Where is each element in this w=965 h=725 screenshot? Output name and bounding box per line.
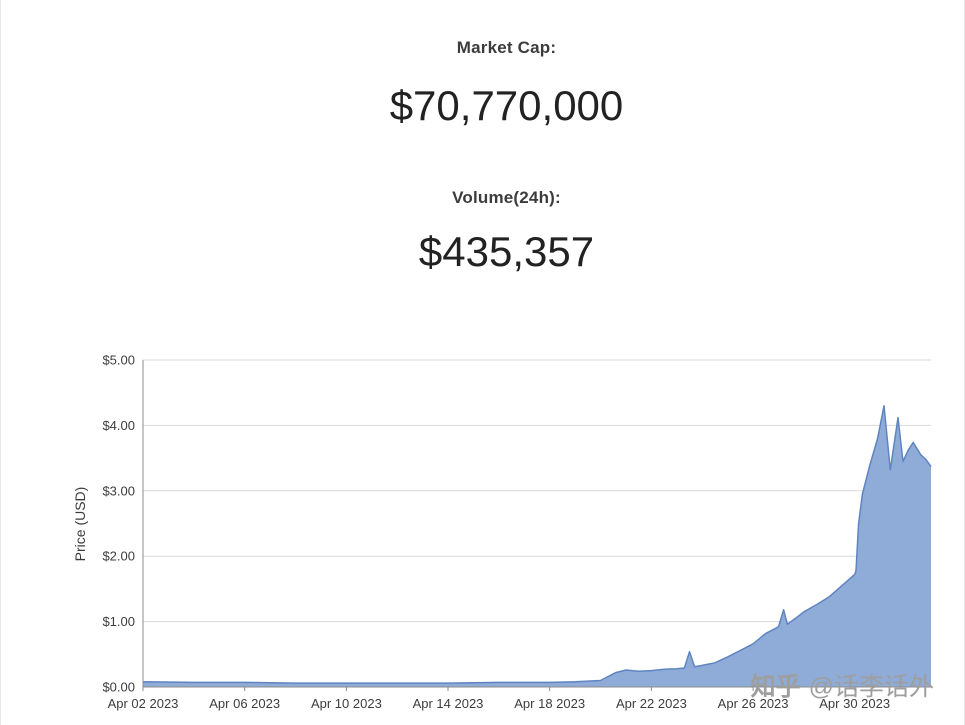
- x-tick-label: Apr 02 2023: [108, 696, 179, 711]
- x-tick-label: Apr 14 2023: [413, 696, 484, 711]
- price-area-series: [143, 405, 931, 687]
- x-tick-label: Apr 10 2023: [311, 696, 382, 711]
- x-tick-label: Apr 26 2023: [718, 696, 789, 711]
- x-tick-label: Apr 06 2023: [209, 696, 280, 711]
- x-tick-label: Apr 22 2023: [616, 696, 687, 711]
- zhihu-watermark: 知乎 @话李话外: [751, 667, 934, 703]
- watermark-handle: @话李话外: [808, 673, 934, 701]
- y-tick-label: $2.00: [102, 549, 135, 564]
- zhihu-logo: 知乎: [750, 673, 801, 701]
- y-tick-label: $3.00: [102, 483, 135, 498]
- price-line-series: [142, 405, 932, 684]
- y-tick-label: $0.00: [102, 680, 135, 695]
- y-tick-label: $1.00: [102, 614, 135, 629]
- market-cap-value: $70,770,000: [389, 82, 624, 129]
- market-cap-label: Market Cap:: [456, 38, 557, 57]
- y-tick-label: $4.00: [102, 418, 135, 433]
- y-axis-label: Price (USD): [72, 487, 88, 562]
- volume-label: Volume(24h):: [452, 188, 561, 207]
- x-tick-label: Apr 30 2023: [819, 696, 890, 711]
- x-tick-label: Apr 18 2023: [514, 696, 585, 711]
- y-tick-label: $5.00: [102, 353, 135, 368]
- volume-value: $435,357: [418, 228, 595, 275]
